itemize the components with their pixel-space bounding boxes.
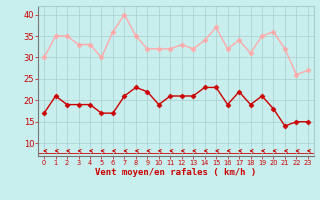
X-axis label: Vent moyen/en rafales ( km/h ): Vent moyen/en rafales ( km/h ) [95,168,257,177]
